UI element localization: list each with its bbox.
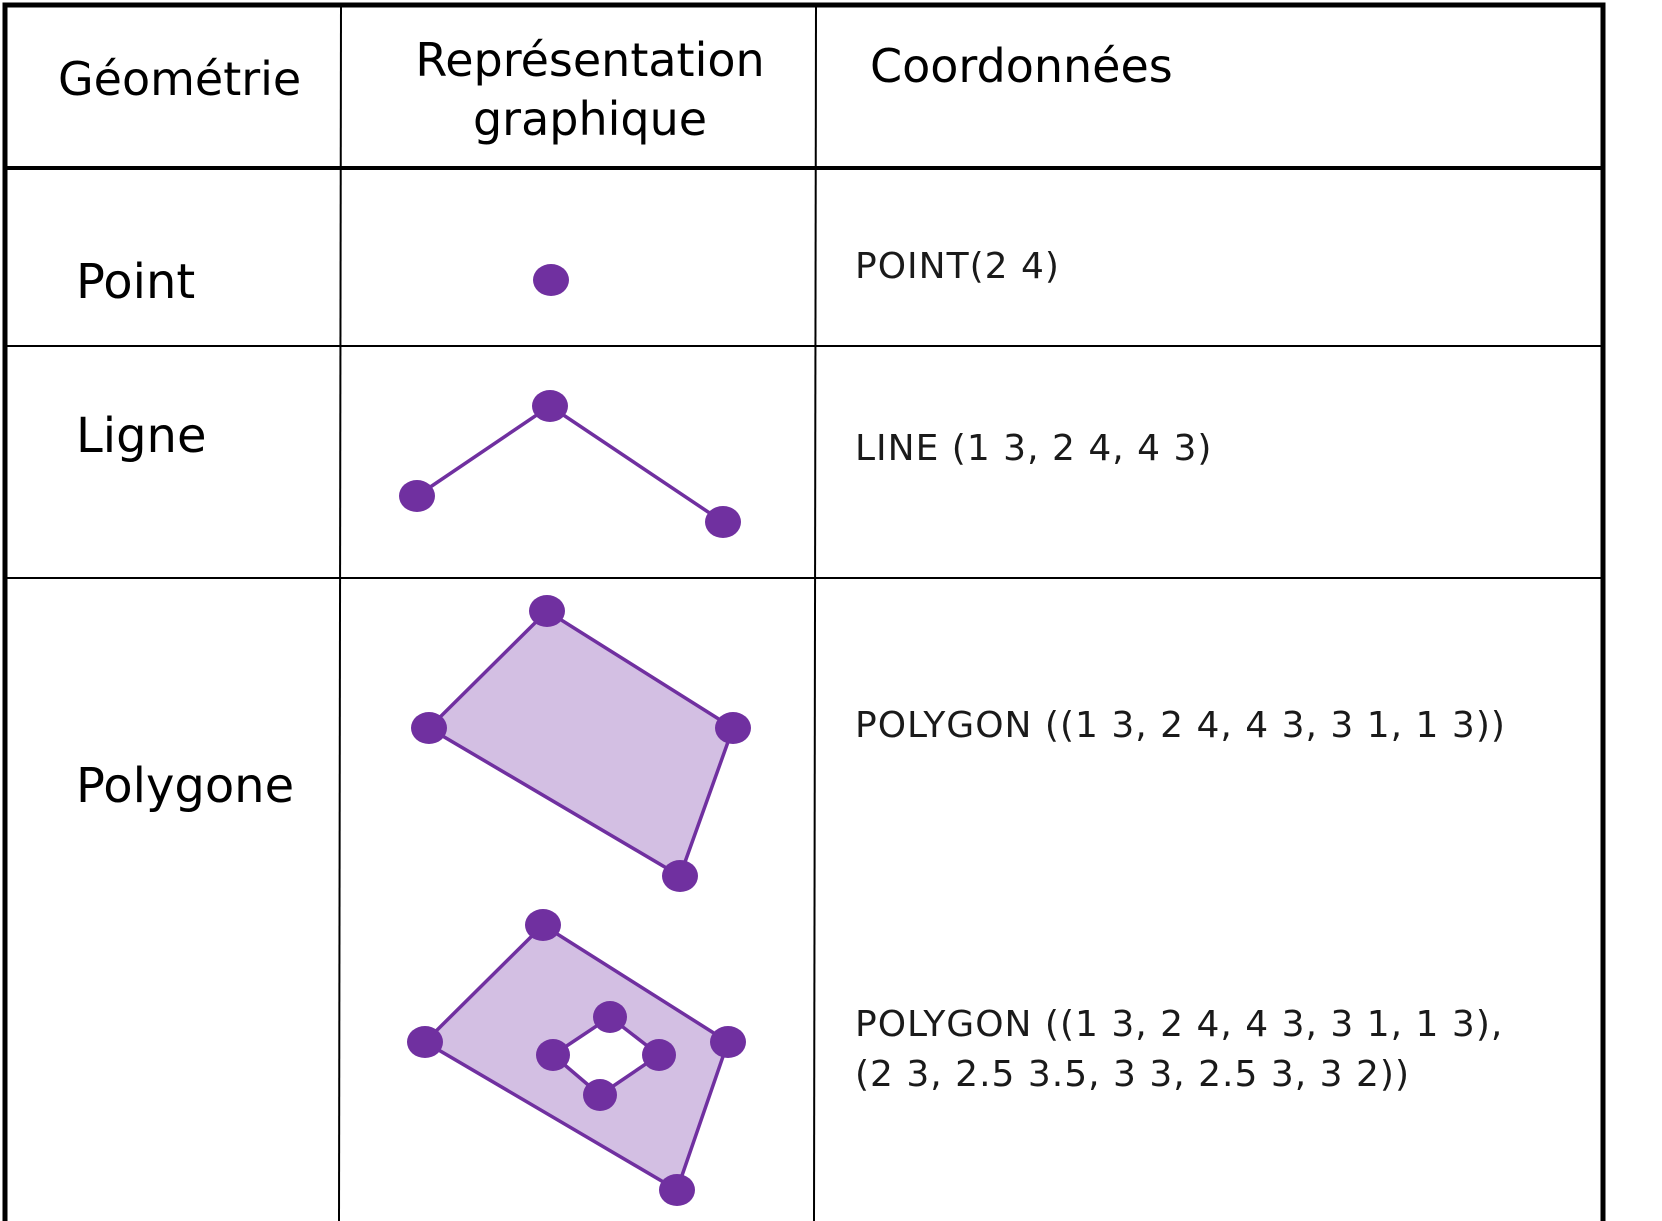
col-divider-1 — [338, 4, 342, 1221]
table-border — [2, 2, 1606, 1221]
point-illustration — [533, 264, 569, 296]
header-representation-line2: graphique — [473, 92, 707, 146]
row-line-label: Ligne — [76, 408, 207, 464]
line-coordinates: LINE (1 3, 2 4, 4 3) — [855, 428, 1212, 469]
polygon-vertex-4 — [411, 712, 447, 744]
outer-ring-vertex-4 — [407, 1026, 443, 1058]
inner-ring-vertex-1 — [593, 1001, 627, 1033]
line-vertex-2 — [532, 390, 568, 422]
line-vertex-1 — [399, 480, 435, 512]
outer-ring-vertex-1 — [525, 909, 561, 941]
row-point-label: Point — [76, 254, 195, 310]
header-representation-line1: Représentation — [415, 33, 764, 87]
col-divider-2 — [813, 4, 817, 1221]
polygon-vertex-2 — [715, 712, 751, 744]
point-coordinates: POINT(2 4) — [855, 246, 1060, 287]
header-geometry: Géométrie — [58, 52, 301, 106]
line-vertex-3 — [705, 506, 741, 538]
polygon-with-hole-coordinates-line1: POLYGON ((1 3, 2 4, 4 3, 3 1, 1 3), — [855, 1004, 1503, 1045]
polygon-with-hole-shape — [422, 922, 731, 1193]
polygon-with-hole-illustration — [407, 909, 746, 1206]
line-edges — [416, 403, 724, 524]
polygon-coordinates: POLYGON ((1 3, 2 4, 4 3, 3 1, 1 3)) — [855, 705, 1506, 746]
inner-ring-vertex-2 — [642, 1039, 676, 1071]
table-grid — [2, 2, 1606, 1221]
row-polygon-label: Polygone — [76, 758, 294, 814]
line-illustration — [399, 390, 741, 538]
polygon-vertex-3 — [662, 860, 698, 892]
point-vertex — [533, 264, 569, 296]
polygon-shape — [426, 608, 736, 879]
outer-ring-vertex-2 — [710, 1026, 746, 1058]
polygon-illustration — [411, 595, 751, 892]
header-coordinates: Coordonnées — [870, 39, 1173, 93]
polygon-vertex-1 — [529, 595, 565, 627]
inner-ring-vertex-3 — [583, 1079, 617, 1111]
inner-ring-vertex-4 — [536, 1039, 570, 1071]
outer-ring-vertex-3 — [659, 1174, 695, 1206]
polygon-with-hole-coordinates-line2: (2 3, 2.5 3.5, 3 3, 2.5 3, 3 2)) — [855, 1054, 1410, 1095]
